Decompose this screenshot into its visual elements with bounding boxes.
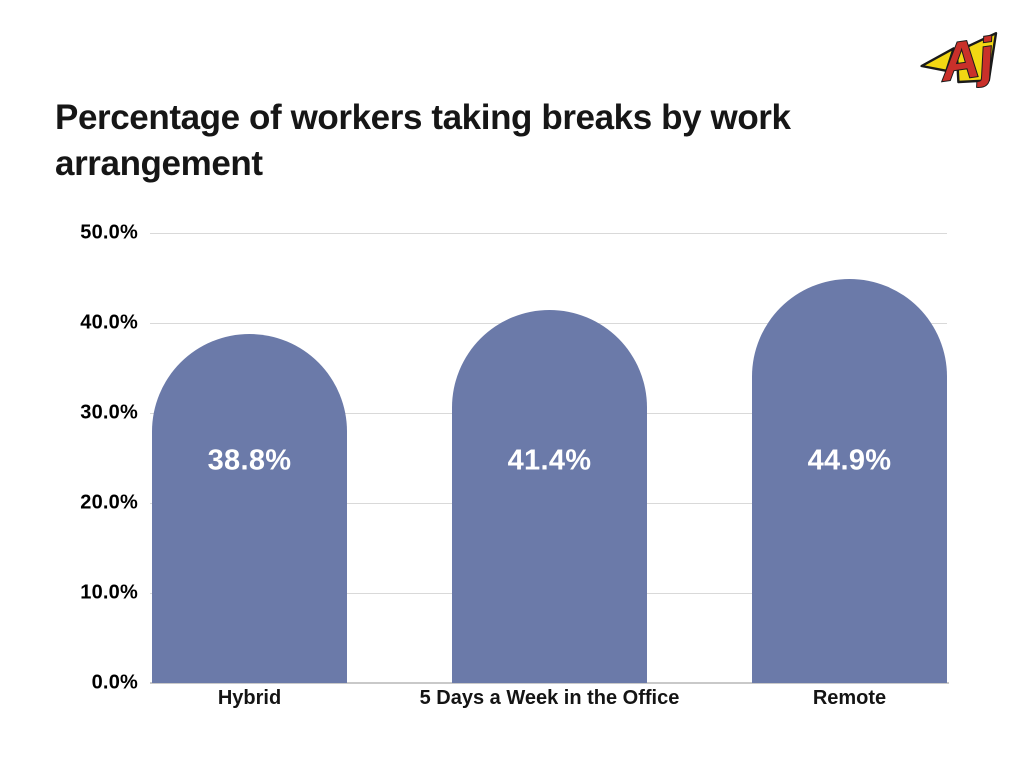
y-tick-label: 50.0% <box>80 221 138 244</box>
y-tick-label: 30.0% <box>80 401 138 424</box>
bar-5-days-a-week-in-the-office <box>452 310 647 683</box>
x-axis-line <box>150 682 949 684</box>
y-axis: 0.0% 10.0% 20.0% 30.0% 40.0% 50.0% <box>0 222 138 694</box>
plot-area: 38.8% 41.4% 44.9% <box>150 233 949 684</box>
x-tick-label: Remote <box>812 687 887 709</box>
y-tick-label: 10.0% <box>80 581 138 604</box>
bar-remote <box>752 278 947 683</box>
bar-value-label: 41.4% <box>507 444 592 477</box>
bar-value-label: 44.9% <box>807 444 892 477</box>
y-tick-label: 20.0% <box>80 491 138 514</box>
y-tick-label: 0.0% <box>91 671 138 694</box>
y-tick-label: 40.0% <box>80 311 138 334</box>
x-tick-label: 5 Days a Week in the Office <box>419 687 680 709</box>
page-title: Percentage of workers taking breaks by w… <box>55 98 791 183</box>
bar-hybrid <box>152 333 347 683</box>
brand-logo-icon: Aj <box>912 24 1008 100</box>
x-axis: Hybrid 5 Days a Week in the Office Remote <box>150 687 947 717</box>
gridline <box>150 233 947 234</box>
bar-value-label: 38.8% <box>207 444 292 477</box>
x-tick-label: Hybrid <box>217 687 282 709</box>
svg-text:Aj: Aj <box>935 27 999 93</box>
